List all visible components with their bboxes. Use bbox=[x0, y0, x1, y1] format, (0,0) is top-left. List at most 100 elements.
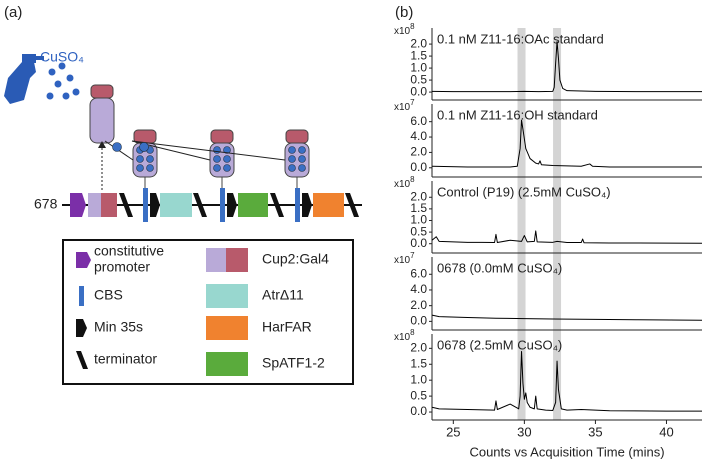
copper-bound bbox=[213, 155, 221, 163]
trace bbox=[431, 230, 703, 244]
y-tick-label: 0.5 bbox=[410, 224, 427, 238]
scale-label: x108 bbox=[394, 175, 415, 190]
binding-arrow bbox=[131, 140, 286, 161]
inducer-label: CuSO₄ bbox=[40, 49, 84, 65]
cup2-gene bbox=[101, 193, 117, 217]
scale-base: x10 bbox=[394, 179, 411, 190]
y-tick-label: 1.0 bbox=[410, 372, 427, 386]
y-tick-label: 2.0 bbox=[410, 298, 427, 312]
legend-label: constitutive bbox=[94, 243, 164, 259]
y-tick-label: 6.0 bbox=[410, 266, 427, 280]
copper-dot bbox=[54, 80, 62, 88]
x-axis-title: Counts vs Acquisition Time (mins) bbox=[469, 444, 664, 459]
gal4-gene bbox=[88, 193, 101, 217]
y-tick-label: 0.5 bbox=[410, 388, 427, 402]
copper-dot bbox=[72, 88, 80, 96]
x-tick-label: 25 bbox=[446, 424, 460, 439]
copper-bound bbox=[213, 164, 221, 172]
copper-bound bbox=[223, 155, 231, 163]
terminator bbox=[345, 193, 359, 217]
terminator bbox=[119, 193, 133, 217]
trace bbox=[431, 119, 702, 168]
y-tick-label: 0.0 bbox=[410, 236, 427, 250]
y-tick-label: 0.0 bbox=[410, 314, 427, 328]
copper-bound bbox=[288, 164, 296, 172]
scale-label: x108 bbox=[394, 22, 415, 37]
protein-cap bbox=[133, 129, 157, 144]
copper-bound bbox=[298, 164, 306, 172]
copper-bound bbox=[223, 146, 231, 154]
trace-title: 0678 (0.0mM CuSO₄) bbox=[437, 260, 562, 275]
legend-icon bbox=[226, 248, 248, 272]
terminator bbox=[270, 193, 284, 217]
panel-label: (b) bbox=[395, 4, 413, 21]
y-tick-label: 2.0 bbox=[410, 189, 427, 203]
copper-dot bbox=[66, 74, 74, 82]
legend-icon bbox=[76, 351, 88, 369]
y-tick-label: 1.0 bbox=[410, 213, 427, 227]
copper-dot bbox=[46, 92, 54, 100]
copper-bound bbox=[288, 146, 296, 154]
trace-title: 0678 (2.5mM CuSO₄) bbox=[437, 337, 562, 352]
trace bbox=[431, 314, 703, 321]
protein-cap bbox=[285, 129, 309, 144]
legend-label: AtrΔ11 bbox=[262, 287, 304, 303]
y-tick-label: 0.0 bbox=[410, 404, 427, 418]
copper-bound bbox=[298, 146, 306, 154]
y-tick-label: 6.0 bbox=[410, 114, 427, 128]
copper-bound bbox=[146, 155, 154, 163]
legend-label: Min 35s bbox=[94, 319, 143, 335]
legend-label: SpATF1-2 bbox=[262, 355, 325, 371]
copper-dot bbox=[58, 62, 66, 70]
scale-label: x107 bbox=[394, 98, 415, 113]
scale-base: x10 bbox=[394, 26, 411, 37]
protein-cap bbox=[90, 84, 114, 99]
scale-label: x108 bbox=[394, 328, 415, 343]
min35s bbox=[302, 193, 312, 217]
trace bbox=[431, 41, 702, 93]
protein-cap bbox=[210, 129, 234, 144]
legend-icon bbox=[206, 352, 248, 376]
x-tick-label: 35 bbox=[588, 424, 602, 439]
legend-icon bbox=[76, 319, 87, 337]
atr-gene bbox=[160, 193, 192, 217]
legend-icon bbox=[206, 316, 248, 340]
scale-base: x10 bbox=[394, 255, 411, 266]
highlight-band bbox=[517, 28, 526, 420]
terminator bbox=[193, 193, 207, 217]
min35s bbox=[227, 193, 237, 217]
panel-label: (a) bbox=[4, 4, 22, 21]
copper-bound bbox=[298, 155, 306, 163]
copper-bound bbox=[146, 164, 154, 172]
legend-label: promoter bbox=[94, 259, 150, 275]
scale-exponent: 7 bbox=[410, 98, 415, 107]
spatf-gene bbox=[238, 193, 268, 217]
scale-exponent: 8 bbox=[410, 175, 415, 184]
legend-label: CBS bbox=[94, 287, 123, 303]
trace-title: 0.1 nM Z11-16:OH standard bbox=[437, 107, 598, 122]
harfar-gene bbox=[313, 193, 344, 217]
construct-label: 678 bbox=[34, 196, 58, 212]
copper-dot bbox=[48, 68, 56, 76]
x-tick-label: 30 bbox=[517, 424, 531, 439]
spray-nozzle bbox=[36, 56, 44, 60]
trace-title: 0.1 nM Z11-16:OAc standard bbox=[437, 31, 604, 46]
legend-label: terminator bbox=[94, 351, 157, 367]
scale-exponent: 8 bbox=[410, 22, 415, 31]
scale-base: x10 bbox=[394, 332, 411, 343]
y-tick-label: 1.5 bbox=[410, 356, 427, 370]
arrow-head bbox=[98, 141, 106, 148]
scale-exponent: 7 bbox=[410, 251, 415, 260]
highlight-band bbox=[553, 28, 562, 420]
y-tick-label: 0.0 bbox=[410, 160, 427, 174]
y-tick-label: 4.0 bbox=[410, 129, 427, 143]
y-tick-label: 2.0 bbox=[410, 36, 427, 50]
legend-box bbox=[62, 239, 354, 385]
y-tick-label: 4.0 bbox=[410, 282, 427, 296]
scale-base: x10 bbox=[394, 102, 411, 113]
promoter bbox=[70, 193, 86, 217]
copper-bound bbox=[136, 155, 144, 163]
y-tick-label: 0.0 bbox=[410, 84, 427, 98]
legend-icon bbox=[76, 252, 91, 268]
